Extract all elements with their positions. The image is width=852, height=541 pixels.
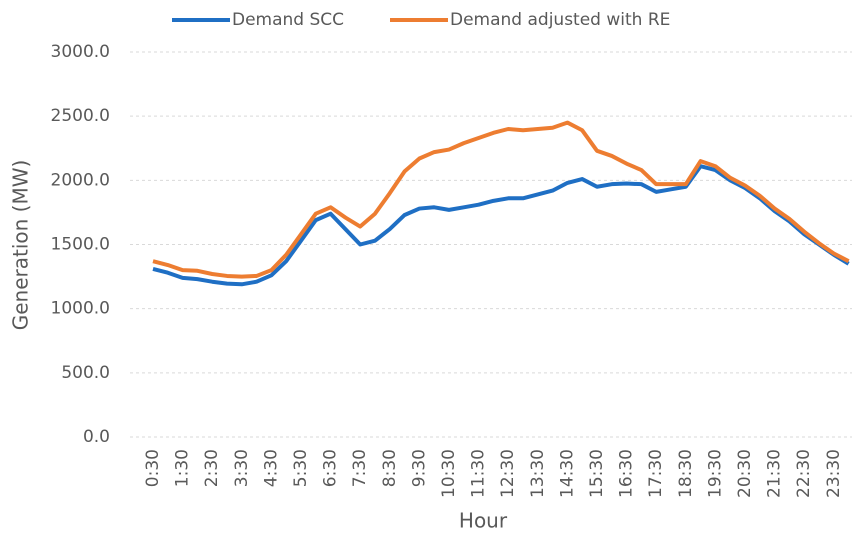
series-line — [152, 164, 850, 287]
series-line — [152, 120, 850, 279]
x-tick-label: 5:30 — [291, 449, 311, 487]
x-tick-label: 17:30 — [646, 449, 666, 498]
x-tick-label: 16:30 — [617, 449, 637, 498]
y-tick-label: 1500.0 — [51, 235, 110, 255]
x-tick-label: 18:30 — [676, 449, 696, 498]
x-tick-label: 1:30 — [173, 449, 193, 487]
legend-label: Demand SCC — [232, 10, 344, 30]
x-tick-label: 10:30 — [439, 449, 459, 498]
y-tick-label: 3000.0 — [51, 42, 110, 62]
x-tick-label: 11:30 — [469, 449, 489, 498]
x-tick-label: 22:30 — [794, 449, 814, 498]
x-tick-label: 0:30 — [143, 449, 163, 487]
x-axis-title: Hour — [459, 509, 508, 533]
x-tick-label: 4:30 — [261, 449, 281, 487]
x-tick-label: 19:30 — [705, 449, 725, 498]
x-tick-label: 2:30 — [202, 449, 222, 487]
y-tick-label: 0.0 — [83, 427, 110, 447]
y-tick-label: 1000.0 — [51, 299, 110, 319]
x-tick-label: 15:30 — [587, 449, 607, 498]
x-tick-label: 21:30 — [765, 449, 785, 498]
x-tick-label: 14:30 — [557, 449, 577, 498]
legend-label: Demand adjusted with RE — [450, 10, 670, 30]
x-tick-label: 12:30 — [498, 449, 518, 498]
y-tick-label: 2000.0 — [51, 170, 110, 190]
y-tick-label: 500.0 — [61, 363, 110, 383]
y-tick-label: 2500.0 — [51, 106, 110, 126]
x-tick-label: 6:30 — [321, 449, 341, 487]
x-tick-label: 3:30 — [232, 449, 252, 487]
x-tick-label: 8:30 — [380, 449, 400, 487]
x-tick-label: 13:30 — [528, 449, 548, 498]
x-tick-label: 7:30 — [350, 449, 370, 487]
y-axis-title: Generation (MW) — [9, 160, 33, 331]
x-tick-label: 23:30 — [824, 449, 844, 498]
x-tick-label: 9:30 — [409, 449, 429, 487]
x-tick-label: 20:30 — [735, 449, 755, 498]
